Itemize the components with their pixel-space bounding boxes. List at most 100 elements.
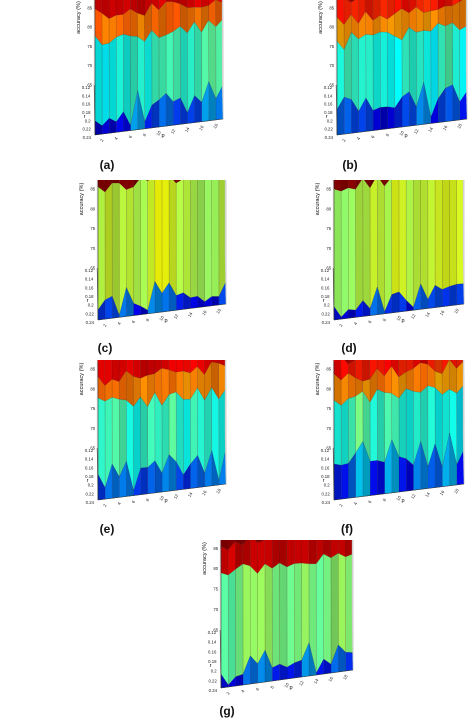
axes: 65707580859095100accuracy (%)0.240.220.2…: [315, 362, 465, 508]
r-axis-line: [219, 629, 222, 689]
r-tick-label: 0.16: [82, 102, 91, 107]
front-curtain-facet: [345, 652, 354, 672]
p-tick-label: 12: [410, 313, 417, 320]
caption-f: (f): [341, 522, 353, 536]
surface-facet: [264, 540, 273, 569]
p-tick-label: 2: [102, 503, 108, 508]
p-tick-label: 12: [173, 313, 180, 320]
p-tick-label: 4: [240, 688, 246, 693]
front-curtain-facet: [333, 463, 342, 501]
p-tick-label: 16: [327, 675, 334, 682]
surface-facet: [194, 21, 202, 103]
r-axis-label: r: [87, 298, 89, 304]
surface-facet: [187, 0, 195, 8]
surface-facet: [323, 553, 332, 665]
r-tick-label: 0.14: [85, 277, 94, 282]
r-tick-label: 0.2: [211, 669, 218, 674]
p-tick-label: 16: [439, 489, 446, 496]
p-tick-label: 6: [370, 134, 376, 139]
r-tick-label: 0.22: [321, 491, 330, 496]
r-tick-label: 0.16: [324, 102, 333, 107]
surface-facet: [151, 29, 160, 106]
surface-facet: [242, 563, 251, 675]
p-tick-label: 6: [130, 499, 136, 504]
surface-facet: [220, 572, 229, 686]
p-tick-label: 14: [187, 491, 194, 498]
p-axis-label: p: [289, 685, 292, 691]
r-tick-label: 0.18: [321, 474, 330, 479]
surface-facet: [301, 540, 310, 565]
surface-facet: [190, 180, 198, 298]
z-axis-label: accuracy (%): [202, 542, 208, 575]
p-tick-label: 14: [427, 126, 434, 133]
caption-d: (d): [341, 341, 357, 355]
surface-facet: [423, 10, 431, 32]
surface-plot-e: 65707580859095100accuracy (%)0.240.220.2…: [79, 360, 227, 508]
p-tick-label: 16: [442, 124, 449, 131]
r-axis-label: r: [326, 114, 328, 120]
r-tick-label: 0.12: [82, 85, 91, 90]
surface-facet: [420, 180, 429, 300]
surface-facet: [111, 182, 120, 316]
front-curtain-facet: [372, 107, 381, 131]
r-axis-label: r: [210, 663, 212, 669]
caption-g: (g): [219, 704, 235, 718]
front-curtain-facet: [391, 291, 400, 314]
panel-f: 65707580859095100accuracy (%)0.240.220.2…: [237, 360, 474, 540]
z-tick-label: 85: [87, 5, 92, 10]
r-tick-label: 0.22: [82, 127, 91, 132]
p-axis-label: p: [401, 318, 404, 324]
r-tick-label: 0.18: [324, 110, 333, 115]
p-tick-label: 4: [353, 321, 359, 326]
surface-facet: [175, 180, 184, 296]
surface-facet: [104, 182, 113, 301]
r-tick-label: 0.12: [321, 448, 330, 453]
z-tick-label: 70: [326, 426, 331, 431]
r-tick-label: 0.12: [321, 268, 330, 273]
r-tick-label: 0.14: [324, 93, 333, 98]
panel-b: 65707580859095100accuracy (%)0.240.220.2…: [237, 0, 474, 180]
z-tick-label: 80: [329, 25, 334, 30]
p-tick-label: 4: [353, 501, 359, 506]
z-tick-label: 80: [90, 206, 95, 211]
surface-facet: [250, 565, 258, 665]
p-tick-label: 6: [367, 319, 373, 324]
panel-a: 65707580859095100accuracy (%)0.240.220.2…: [0, 0, 237, 180]
surface-facet: [348, 187, 356, 311]
r-tick-label: 0.12: [85, 268, 94, 273]
surface: [333, 180, 465, 321]
p-tick-label: 14: [313, 677, 320, 684]
front-curtain-facet: [190, 296, 198, 309]
r-tick-label: 0.2: [85, 118, 92, 123]
p-axis-line: [94, 118, 224, 136]
r-tick-label: 0.22: [85, 311, 94, 316]
p-tick-label: 6: [130, 319, 136, 324]
surface-facet: [183, 399, 191, 476]
p-axis-label: p: [401, 498, 404, 504]
p-tick-label: 2: [338, 323, 344, 328]
p-axis-label: p: [164, 318, 167, 324]
surface-facet: [423, 0, 431, 13]
p-tick-label: 8: [381, 497, 387, 502]
z-tick-label: 80: [87, 25, 92, 30]
surface-facet: [158, 34, 167, 101]
surface-facet: [111, 397, 120, 477]
p-tick-label: 8: [269, 684, 275, 689]
surface-facet: [456, 180, 465, 285]
surface-facet: [384, 180, 392, 312]
surface: [97, 180, 227, 321]
z-tick-label: 85: [90, 367, 95, 372]
z-tick-label: 65: [329, 83, 334, 88]
surface-facet: [405, 368, 414, 392]
r-tick-label: 0.24: [86, 320, 95, 325]
surface-facet: [140, 180, 148, 311]
front-curtain-facet: [344, 96, 352, 135]
surface-facet: [380, 31, 388, 108]
surface-facet: [123, 34, 131, 126]
p-tick-label: 2: [99, 138, 105, 143]
p-tick-label: 18: [212, 122, 219, 129]
surface-facet: [101, 13, 110, 46]
surface-facet: [264, 563, 273, 668]
p-tick-label: 12: [173, 493, 180, 500]
r-tick-label: 0.16: [208, 649, 217, 654]
